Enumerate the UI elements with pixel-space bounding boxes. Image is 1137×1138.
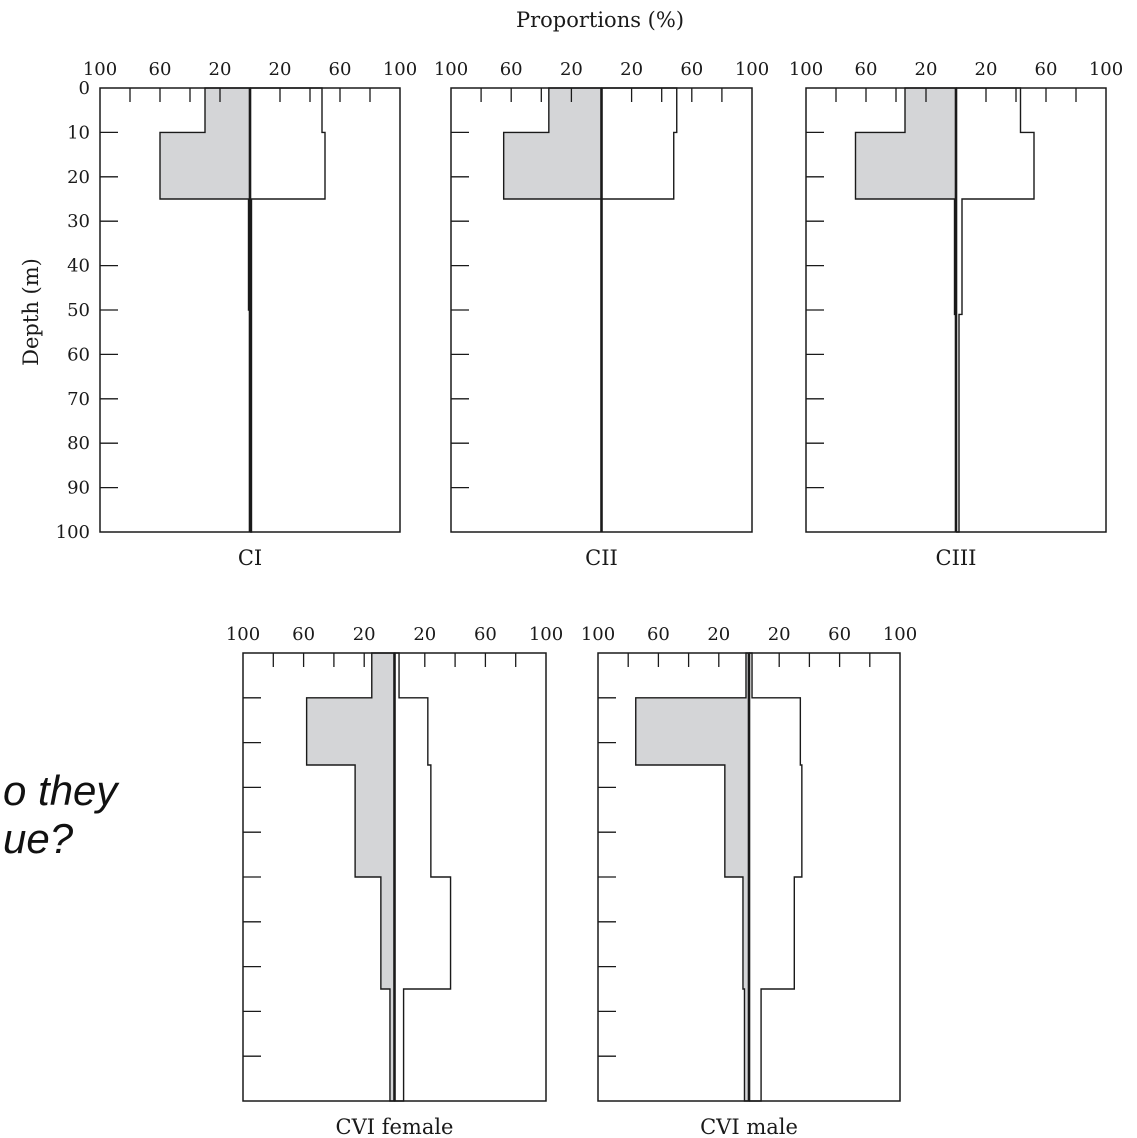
x-tick-label: 100 <box>83 59 117 80</box>
night-profile <box>250 87 326 533</box>
x-tick-label: 60 <box>149 59 172 80</box>
day-profile <box>635 652 750 1102</box>
day-profile <box>502 87 603 532</box>
y-axis-label: Depth (m) <box>19 258 43 366</box>
y-tick-label: 30 <box>67 211 90 232</box>
night-profile <box>749 652 803 1102</box>
x-tick-label: 60 <box>292 624 315 645</box>
day-profile <box>159 87 251 532</box>
panel-cvi-male: 100 60 20 20 60 100 CVI male <box>581 624 917 1138</box>
x-tick-label: 20 <box>560 59 583 80</box>
x-tick-label: 60 <box>680 59 703 80</box>
y-tick-label: 20 <box>67 167 90 188</box>
y-tick-label: 50 <box>67 300 90 321</box>
panels: 100 60 20 20 60 1000102030405060708090100CI10… <box>56 59 1124 1138</box>
x-tick-label: 20 <box>620 59 643 80</box>
x-tick-label: 20 <box>209 59 232 80</box>
x-tick-label: 20 <box>353 624 376 645</box>
x-tick-label: 100 <box>883 624 917 645</box>
x-tick-label: 100 <box>735 59 769 80</box>
panel-cvi-female: 100 60 20 20 60 100 CVI female <box>226 624 563 1138</box>
y-tick-label: 70 <box>67 389 90 410</box>
panel-label: CIII <box>936 546 977 570</box>
x-tick-label: 20 <box>915 59 938 80</box>
panel-cii: 100 60 20 20 60 100 CII <box>434 59 769 570</box>
x-tick-label: 60 <box>500 59 523 80</box>
y-tick-label: 10 <box>67 122 90 143</box>
x-tick-label: 60 <box>855 59 878 80</box>
x-tick-label: 100 <box>581 624 615 645</box>
x-tick-label: 20 <box>707 624 730 645</box>
panel-label: CI <box>238 546 262 570</box>
overlay-text-line-1: o they <box>3 767 118 814</box>
x-tick-label: 100 <box>226 624 260 645</box>
x-tick-label: 60 <box>474 624 497 645</box>
night-profile <box>394 652 452 1102</box>
figure-title: Proportions (%) <box>516 8 684 32</box>
x-tick-label: 60 <box>647 624 670 645</box>
x-tick-label: 60 <box>828 624 851 645</box>
x-tick-label: 60 <box>1035 59 1058 80</box>
y-tick-label: 0 <box>79 78 90 99</box>
x-tick-label: 100 <box>1089 59 1123 80</box>
x-tick-label: 100 <box>383 59 417 80</box>
day-profile <box>854 87 957 532</box>
night-profile <box>956 87 1035 533</box>
y-tick-label: 100 <box>56 522 90 543</box>
night-profile <box>600 87 678 532</box>
overlay-text-line-2: ue? <box>3 815 74 862</box>
x-tick-label: 100 <box>434 59 468 80</box>
x-tick-label: 60 <box>329 59 352 80</box>
y-tick-label: 40 <box>67 256 90 277</box>
x-tick-label: 20 <box>413 624 436 645</box>
panel-label: CII <box>585 546 618 570</box>
x-tick-label: 20 <box>269 59 292 80</box>
panel-label: CVI male <box>700 1115 798 1138</box>
x-tick-label: 20 <box>768 624 791 645</box>
x-tick-label: 100 <box>529 624 563 645</box>
y-tick-label: 60 <box>67 344 90 365</box>
x-tick-label: 20 <box>975 59 998 80</box>
y-tick-label: 90 <box>67 478 90 499</box>
panel-ciii: 100 60 20 20 60 100 CIII <box>789 59 1123 570</box>
day-profile <box>305 652 396 1102</box>
y-tick-label: 80 <box>67 433 90 454</box>
panel-label: CVI female <box>336 1115 454 1138</box>
x-tick-label: 100 <box>789 59 823 80</box>
